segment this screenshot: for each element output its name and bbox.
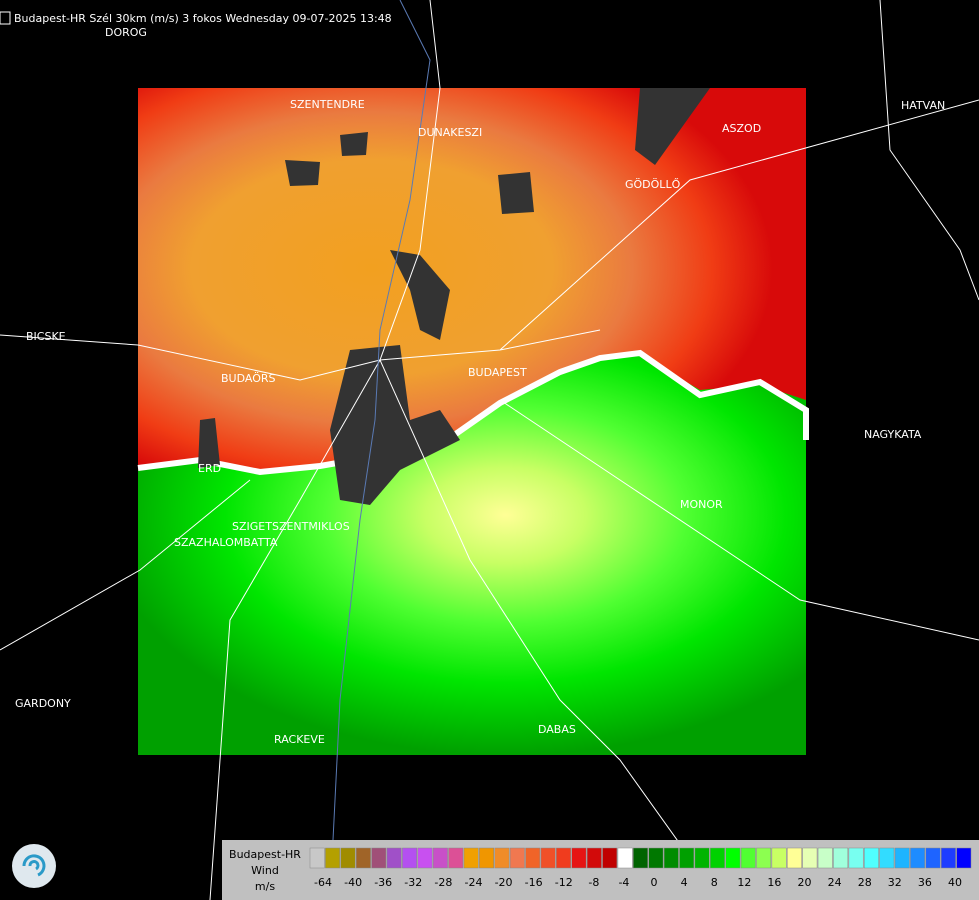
rivers	[329, 0, 431, 900]
legend-swatch	[494, 847, 510, 869]
legend-swatch	[386, 847, 402, 869]
legend-swatch	[925, 847, 941, 869]
legend-swatch	[448, 847, 464, 869]
place-label: DABAS	[538, 723, 576, 736]
place-label: BICSKE	[26, 330, 66, 343]
legend-swatch	[602, 847, 618, 869]
legend-swatch	[956, 847, 972, 869]
legend-swatch	[910, 847, 926, 869]
legend-swatch	[432, 847, 448, 869]
legend-swatch	[879, 847, 895, 869]
place-label: BUDAPEST	[468, 366, 527, 379]
legend-swatch	[817, 847, 833, 869]
legend-swatch	[648, 847, 664, 869]
legend-swatch	[663, 847, 679, 869]
menu-icon[interactable]	[0, 11, 11, 25]
legend-tick-label: 8	[711, 876, 718, 889]
logo[interactable]	[12, 844, 56, 888]
legend-swatch	[509, 847, 525, 869]
legend-swatch	[540, 847, 556, 869]
place-label: RACKEVE	[274, 733, 325, 746]
legend-swatch	[340, 847, 356, 869]
legend-swatch	[325, 847, 341, 869]
legend-swatch	[525, 847, 541, 869]
legend-label: m/s	[255, 880, 275, 893]
legend-swatch	[694, 847, 710, 869]
legend-tick-label: 32	[888, 876, 902, 889]
no-data-blobs	[198, 88, 710, 505]
logo-mark	[22, 854, 46, 877]
legend-swatch	[617, 847, 633, 869]
legend-tick-label: 28	[858, 876, 872, 889]
legend-tick-label: -20	[495, 876, 513, 889]
place-label: BUDAÖRS	[221, 372, 276, 385]
legend-swatch	[556, 847, 571, 869]
legend-swatch	[802, 847, 818, 869]
legend-swatch	[402, 847, 418, 869]
legend-tick-label: -28	[434, 876, 452, 889]
legend-tick-label: -12	[555, 876, 573, 889]
place-label: ERD	[198, 462, 221, 475]
legend-swatch	[725, 847, 741, 869]
place-label: HATVAN	[901, 99, 945, 112]
legend-swatch	[479, 847, 494, 869]
place-label: DUNAKESZI	[418, 126, 482, 139]
legend-swatch	[848, 847, 864, 869]
legend-swatch	[771, 847, 787, 869]
legend-swatch	[863, 847, 879, 869]
legend-swatch	[633, 847, 648, 869]
place-label: MONOR	[680, 498, 723, 511]
title: Budapest-HR Szél 30km (m/s) 3 fokos Wedn…	[14, 12, 392, 25]
legend-tick-label: -64	[314, 876, 332, 889]
legend-tick-label: 20	[798, 876, 812, 889]
place-label: DOROG	[105, 26, 147, 39]
legend-swatch	[756, 847, 772, 869]
legend-tick-label: 24	[828, 876, 842, 889]
legend-swatch	[833, 847, 849, 869]
legend-swatch	[463, 847, 479, 869]
legend-swatch	[787, 847, 802, 869]
approaching-area	[138, 355, 806, 755]
place-label: GÖDÖLLŐ	[625, 177, 681, 191]
legend-swatch	[940, 847, 956, 869]
legend-tick-label: 16	[767, 876, 781, 889]
place-label: ASZOD	[722, 122, 761, 135]
legend-tick-label: 36	[918, 876, 932, 889]
zero-line	[137, 349, 809, 476]
legend-swatch	[586, 847, 602, 869]
legend-tick-label: 12	[737, 876, 751, 889]
legend-swatch	[571, 847, 587, 869]
place-label: NAGYKATA	[864, 428, 922, 441]
legend-swatch	[710, 847, 725, 869]
legend-tick-label: -8	[588, 876, 599, 889]
place-label: SZAZHALOMBATTA	[174, 536, 278, 549]
legend-tick-label: -36	[374, 876, 392, 889]
legend-swatch	[740, 847, 756, 869]
place-label: SZIGETSZENTMIKLOS	[232, 520, 350, 533]
legend-tick-label: -4	[618, 876, 629, 889]
legend-tick-label: -24	[464, 876, 482, 889]
legend-swatch	[371, 847, 387, 869]
legend-swatch	[309, 847, 325, 869]
place-label: GARDONY	[15, 697, 71, 710]
legend-tick-label: 4	[681, 876, 688, 889]
legend-swatch	[894, 847, 910, 869]
legend-tick-label: -40	[344, 876, 362, 889]
legend-tick-label: 40	[948, 876, 962, 889]
legend-tick-label: -16	[525, 876, 543, 889]
legend-label: Budapest-HR	[229, 848, 301, 861]
legend-tick-label: -32	[404, 876, 422, 889]
legend-tick-label: 0	[651, 876, 658, 889]
legend-swatch	[679, 847, 695, 869]
legend-swatch	[417, 847, 433, 869]
legend-swatch	[355, 847, 371, 869]
legend-label: Wind	[251, 864, 279, 877]
place-label: SZENTENDRE	[290, 98, 365, 111]
